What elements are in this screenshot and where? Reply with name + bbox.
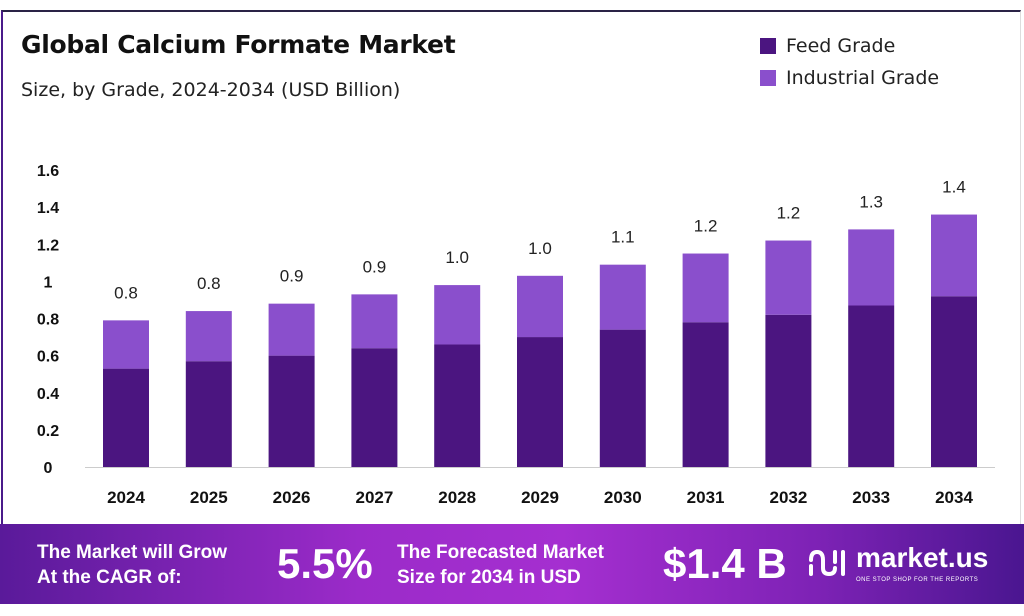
bar-industrial-grade-2024 — [103, 320, 149, 369]
bar-industrial-grade-2028 — [434, 285, 481, 345]
legend-label: Feed Grade — [786, 35, 896, 57]
y-tick-label: 1.4 — [37, 200, 59, 217]
bar-industrial-grade-2032 — [765, 240, 812, 315]
y-tick-label: 0 — [44, 460, 53, 477]
legend-item-feed-grade: Feed Grade — [760, 30, 939, 62]
legend-item-industrial-grade: Industrial Grade — [760, 62, 939, 94]
summary-banner: The Market will Grow At the CAGR of: 5.5… — [0, 524, 1024, 604]
y-tick-label: 0.4 — [37, 386, 59, 403]
total-label-2034: 1.4 — [942, 178, 966, 197]
forecast-label-line-1: The Forecasted Market — [397, 542, 604, 563]
forecast-label: The Forecasted Market Size for 2034 in U… — [397, 540, 604, 590]
bar-industrial-grade-2031 — [682, 253, 729, 323]
x-tick-label-2027: 2027 — [355, 488, 393, 507]
bar-feed-grade-2031 — [682, 322, 729, 467]
legend-swatch — [760, 38, 776, 54]
total-label-2031: 1.2 — [694, 217, 718, 236]
logo-tagline: ONE STOP SHOP FOR THE REPORTS — [856, 577, 979, 583]
legend-label: Industrial Grade — [786, 67, 940, 89]
bar-feed-grade-2024 — [103, 368, 149, 467]
x-tick-label-2026: 2026 — [273, 488, 311, 507]
total-label-2033: 1.3 — [859, 192, 883, 211]
bar-feed-grade-2027 — [351, 348, 398, 467]
x-tick-label-2031: 2031 — [687, 488, 725, 507]
bar-feed-grade-2028 — [434, 344, 481, 467]
x-tick-label-2024: 2024 — [107, 488, 145, 507]
total-label-2026: 0.9 — [280, 267, 304, 286]
total-label-2030: 1.1 — [611, 228, 635, 247]
total-label-2024: 0.8 — [114, 283, 138, 302]
bar-feed-grade-2025 — [185, 361, 232, 467]
bar-feed-grade-2030 — [599, 329, 646, 467]
total-label-2029: 1.0 — [528, 239, 552, 258]
logo-name: market.us — [856, 542, 989, 573]
y-tick-label: 1 — [44, 274, 53, 291]
x-tick-label-2030: 2030 — [604, 488, 642, 507]
bar-industrial-grade-2033 — [848, 229, 895, 306]
x-tick-label-2025: 2025 — [190, 488, 228, 507]
total-label-2028: 1.0 — [445, 248, 469, 267]
bar-feed-grade-2029 — [517, 337, 563, 467]
chart-frame — [1, 10, 1021, 602]
x-tick-label-2032: 2032 — [769, 488, 807, 507]
x-tick-label-2029: 2029 — [521, 488, 559, 507]
stacked-bar-chart: 0 0.2 0.4 0.6 0.8 1 1.2 1.4 1.6 0.8 2024 0.8 2025 0.9… — [37, 163, 995, 507]
y-tick-label: 0.2 — [37, 423, 59, 440]
bar-feed-grade-2032 — [765, 314, 812, 467]
legend: Feed Grade Industrial Grade — [760, 30, 939, 94]
logo-mark-icon — [809, 549, 845, 577]
y-tick-label: 1.6 — [37, 163, 59, 180]
x-tick-label-2034: 2034 — [935, 488, 973, 507]
bar-industrial-grade-2030 — [599, 264, 646, 330]
chart-subtitle: Size, by Grade, 2024-2034 (USD Billion) — [21, 79, 401, 101]
y-tick-label: 0.6 — [37, 349, 59, 366]
x-tick-label-2028: 2028 — [438, 488, 476, 507]
bar-feed-grade-2026 — [268, 355, 315, 467]
y-tick-label: 0.8 — [37, 312, 59, 329]
total-label-2025: 0.8 — [197, 274, 221, 293]
cagr-label: The Market will Grow At the CAGR of: — [37, 540, 227, 590]
bar-industrial-grade-2025 — [185, 311, 232, 362]
market-us-logo: market.us ONE STOP SHOP FOR THE REPORTS — [808, 542, 988, 584]
bar-industrial-grade-2029 — [517, 275, 563, 338]
bar-feed-grade-2034 — [931, 296, 977, 467]
legend-swatch — [760, 70, 776, 86]
total-label-2032: 1.2 — [777, 204, 801, 223]
bar-feed-grade-2033 — [848, 305, 895, 467]
forecast-value: $1.4 B — [663, 540, 787, 587]
total-label-2027: 0.9 — [363, 257, 387, 276]
forecast-label-line-2: Size for 2034 in USD — [397, 567, 581, 588]
cagr-label-line-1: The Market will Grow — [37, 542, 228, 563]
bar-industrial-grade-2034 — [931, 214, 977, 297]
cagr-value: 5.5% — [277, 540, 373, 587]
cagr-label-line-2: At the CAGR of: — [37, 567, 182, 588]
y-tick-label: 1.2 — [37, 237, 59, 254]
bar-industrial-grade-2026 — [268, 303, 315, 356]
bar-industrial-grade-2027 — [351, 294, 398, 349]
logo-text: market.us ONE STOP SHOP FOR THE REPORTS — [856, 542, 988, 584]
x-tick-label-2033: 2033 — [852, 488, 890, 507]
chart-title: Global Calcium Formate Market — [21, 30, 456, 59]
